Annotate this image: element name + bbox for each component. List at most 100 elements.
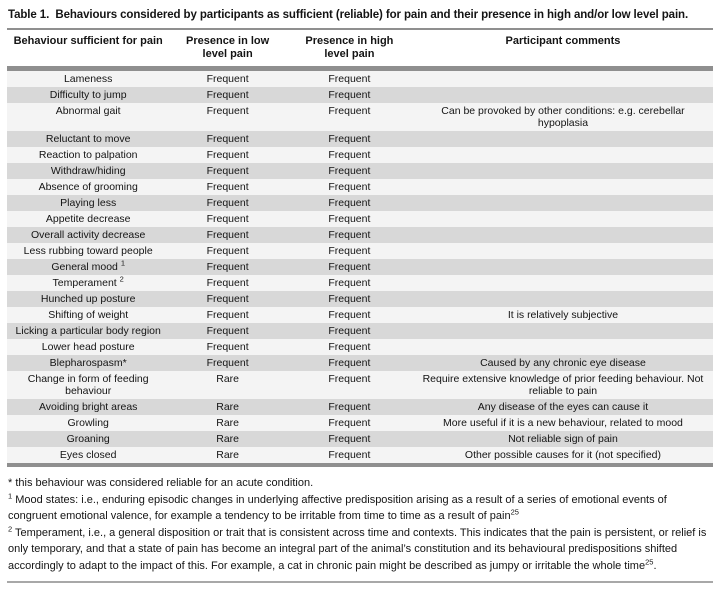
table-row: Shifting of weight Frequent Frequent It is … [7, 307, 713, 323]
footnote-asterisk: * this behaviour was considered reliable… [8, 475, 712, 492]
table-row: Growling Rare Frequent More useful if it is… [7, 415, 713, 431]
column-header-comments: Participant comments [412, 31, 713, 71]
table-row: Overall activity decrease Frequent Frequen… [7, 227, 713, 243]
behaviour-footnote-marker: 1 [120, 258, 125, 268]
table-row: Reaction to palpation Frequent Frequent [7, 147, 713, 163]
high-level-cell: Frequent [328, 373, 371, 385]
low-level-cell: Rare [216, 449, 239, 461]
high-level-cell: Frequent [328, 165, 371, 177]
behaviour-cell: General mood 1 [51, 258, 125, 273]
comment-cell: Any disease of the eyes can cause it [477, 401, 649, 413]
footnotes: * this behaviour was considered reliable… [7, 475, 713, 574]
behaviour-footnote-marker: 2 [119, 274, 124, 284]
comment-cell [413, 339, 713, 355]
high-level-cell: Frequent [328, 245, 371, 257]
comment-cell [413, 243, 713, 259]
low-level-cell: Frequent [206, 133, 249, 145]
behaviour-cell: Lameness [63, 73, 113, 85]
high-level-cell: Frequent [328, 449, 371, 461]
behaviour-cell: Abnormal gait [55, 105, 121, 117]
behaviour-cell: Blepharospasm* [49, 357, 127, 369]
behaviour-cell: Withdraw/hiding [50, 165, 126, 177]
comment-cell [413, 195, 713, 211]
table-row: Playing less Frequent Frequent [7, 195, 713, 211]
title-rule [7, 28, 713, 30]
table-row: Reluctant to move Frequent Frequent [7, 131, 713, 147]
comment-cell: It is relatively subjective [507, 309, 619, 321]
comment-cell: Not reliable sign of pain [508, 433, 618, 445]
comment-cell [413, 227, 713, 243]
low-level-cell: Rare [216, 373, 239, 385]
doi-rule [7, 581, 713, 583]
footnote-1-citation: 25 [510, 507, 519, 517]
behaviour-cell: Less rubbing toward people [23, 245, 153, 257]
low-level-cell: Frequent [206, 181, 249, 193]
high-level-cell: Frequent [328, 181, 371, 193]
high-level-cell: Frequent [328, 229, 371, 241]
column-header-behaviour: Behaviour sufficient for pain [7, 31, 170, 71]
behaviour-cell: Absence of grooming [38, 181, 138, 193]
table-row: Eyes closed Rare Frequent Other possible ca… [7, 447, 713, 465]
table-row: Licking a particular body region Frequent… [7, 323, 713, 339]
table-row: General mood 1 Frequent Frequent [7, 259, 713, 275]
comment-cell [413, 163, 713, 179]
doi: doi:10.1371/journal.pone.0150040.t001 [7, 583, 713, 590]
high-level-cell: Frequent [328, 197, 371, 209]
comment-cell [413, 147, 713, 163]
table-row: Lameness Frequent Frequent [7, 68, 713, 87]
low-level-cell: Frequent [206, 105, 249, 117]
behaviour-cell: Change in form of feeding behaviour [27, 373, 149, 397]
low-level-cell: Rare [216, 433, 239, 445]
comment-cell [413, 275, 713, 291]
high-level-cell: Frequent [328, 401, 371, 413]
low-level-cell: Frequent [206, 309, 249, 321]
low-level-cell: Frequent [206, 229, 249, 241]
high-level-cell: Frequent [328, 213, 371, 225]
behaviour-cell: Playing less [60, 197, 117, 209]
comment-cell [413, 259, 713, 275]
comment-cell: More useful if it is a new behaviour, re… [443, 417, 683, 429]
high-level-cell: Frequent [328, 325, 371, 337]
behaviour-cell: Reaction to palpation [38, 149, 138, 161]
low-level-cell: Frequent [206, 341, 249, 353]
table-body: Lameness Frequent Frequent Difficulty to ju… [7, 68, 713, 465]
comment-cell [413, 323, 713, 339]
column-header-high-level: Presence in high level pain [285, 31, 413, 71]
low-level-cell: Frequent [206, 89, 249, 101]
footnote-2-citation: 25 [645, 556, 654, 566]
table-number: Table 1. [8, 9, 50, 21]
column-header-low-level: Presence in low level pain [169, 31, 286, 71]
high-level-cell: Frequent [328, 417, 371, 429]
high-level-cell: Frequent [328, 261, 371, 273]
table-caption: Behaviours considered by participants as… [55, 9, 689, 21]
low-level-cell: Frequent [206, 245, 249, 257]
behaviour-cell: Overall activity decrease [30, 229, 146, 241]
footnote-1: 1 Mood states: i.e., enduring episodic c… [8, 492, 712, 525]
behaviour-cell: Hunched up posture [40, 293, 136, 305]
table-title: Table 1. Behaviours considered by partic… [7, 5, 713, 28]
low-level-cell: Frequent [206, 261, 249, 273]
behaviour-cell: Licking a particular body region [15, 325, 161, 337]
comment-cell: Require extensive knowledge of prior fee… [422, 373, 704, 397]
high-level-cell: Frequent [328, 105, 371, 117]
table-row: Groaning Rare Frequent Not reliable sign of… [7, 431, 713, 447]
header-row: Behaviour sufficient for pain Presence i… [7, 31, 713, 71]
comment-cell [413, 291, 713, 307]
behaviour-cell: Lower head posture [41, 341, 135, 353]
behaviour-table: Behaviour sufficient for pain Presence i… [7, 31, 713, 467]
table-row: Less rubbing toward people Frequent Freque… [7, 243, 713, 259]
footnote-2-text: Temperament, i.e., a general disposition… [8, 526, 707, 572]
table-row: Withdraw/hiding Frequent Frequent [7, 163, 713, 179]
comment-cell: Other possible causes for it (not specif… [464, 449, 662, 461]
comment-cell: Caused by any chronic eye disease [480, 357, 646, 369]
behaviour-cell: Avoiding bright areas [38, 401, 138, 413]
table-row: Absence of grooming Frequent Frequent [7, 179, 713, 195]
high-level-cell: Frequent [328, 133, 371, 145]
low-level-cell: Frequent [206, 213, 249, 225]
low-level-cell: Frequent [206, 293, 249, 305]
footnote-2-marker: 2 [8, 523, 13, 533]
table-row: Lower head posture Frequent Frequent [7, 339, 713, 355]
comment-cell [413, 87, 713, 103]
low-level-cell: Frequent [206, 165, 249, 177]
